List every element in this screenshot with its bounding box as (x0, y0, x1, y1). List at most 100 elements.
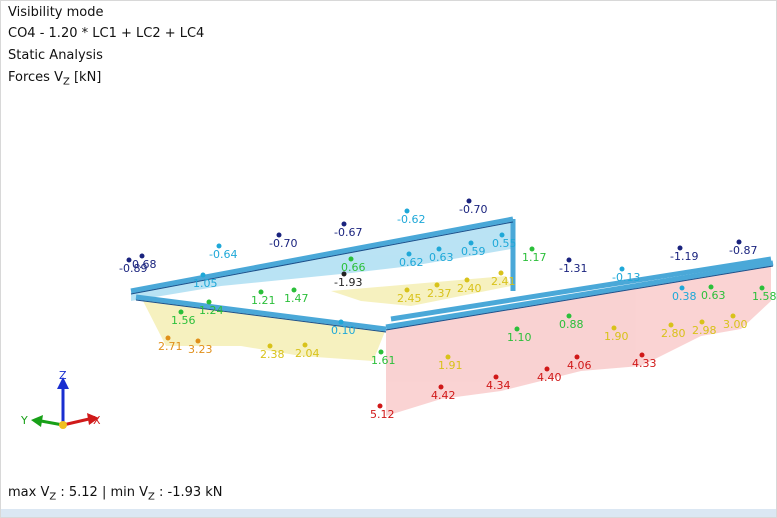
node-marker (566, 313, 572, 319)
node-marker (566, 257, 572, 263)
result-label: 4.40 (537, 371, 562, 384)
node-marker (611, 325, 617, 331)
result-label: 2.80 (661, 327, 686, 340)
result-label: 1.21 (251, 294, 276, 307)
result-label: -0.89 (119, 262, 147, 275)
result-label: -0.13 (612, 271, 640, 284)
node-marker (258, 289, 264, 295)
result-label: 2.98 (692, 324, 717, 337)
result-label: 1.05 (193, 277, 218, 290)
node-marker (434, 282, 440, 288)
unit: [kN] (69, 70, 102, 85)
result-label: 2.71 (158, 340, 183, 353)
subscript: Z (148, 491, 155, 503)
node-marker (679, 285, 685, 291)
result-label: 1.58 (752, 290, 777, 303)
result-label: -0.87 (729, 244, 757, 257)
result-label: -0.70 (269, 237, 297, 250)
node-marker (445, 354, 451, 360)
node-marker (514, 326, 520, 332)
node-marker (206, 299, 212, 305)
node-marker (499, 232, 505, 238)
node-marker (466, 198, 472, 204)
node-marker (291, 287, 297, 293)
quantity: Forces V (8, 70, 63, 85)
node-marker (498, 270, 504, 276)
node-marker (668, 322, 674, 328)
node-marker (378, 349, 384, 355)
node-marker (529, 246, 535, 252)
axis-triad (31, 377, 99, 429)
node-marker (619, 266, 625, 272)
result-label: 4.33 (632, 357, 657, 370)
result-label: -1.31 (559, 262, 587, 275)
result-label: 0.88 (559, 318, 584, 331)
result-label: 2.37 (427, 287, 452, 300)
result-label: 0.10 (331, 324, 356, 337)
result-label: 2.04 (295, 347, 320, 360)
node-marker (341, 271, 347, 277)
result-label: 2.38 (260, 348, 285, 361)
result-label: 2.41 (491, 275, 516, 288)
node-marker (195, 338, 201, 344)
result-label: 0.38 (672, 290, 697, 303)
axis-label: Z (59, 369, 67, 382)
result-label: 0.63 (701, 289, 726, 302)
node-marker (736, 239, 742, 245)
node-marker (544, 366, 550, 372)
node-marker (406, 251, 412, 257)
result-label: 0.55 (492, 237, 517, 250)
footer-text: : 5.12 | (56, 485, 111, 500)
result-label: 4.06 (567, 359, 592, 372)
node-marker (377, 403, 383, 409)
axis-label: Y (20, 414, 28, 427)
result-label: 1.10 (507, 331, 532, 344)
result-label: 1.24 (199, 304, 224, 317)
node-marker (574, 354, 580, 360)
node-marker (677, 245, 683, 251)
node-marker (200, 272, 206, 278)
node-marker (464, 277, 470, 283)
result-label: 1.61 (371, 354, 396, 367)
result-label: 0.62 (399, 256, 424, 269)
node-marker (267, 343, 273, 349)
result-label: -0.70 (459, 203, 487, 216)
result-label: 1.91 (438, 359, 463, 372)
subscript: Z (62, 76, 70, 88)
status-bar (1, 509, 776, 517)
result-label: 0.63 (429, 251, 454, 264)
result-label: 0.66 (341, 261, 366, 274)
header-line: Static Analysis (8, 48, 103, 63)
result-label: 1.90 (604, 330, 629, 343)
header-line: Visibility mode (8, 5, 104, 20)
axis-label: X (93, 414, 101, 427)
footer: max VZ : 5.12 | min VZ : -1.93 kN (8, 485, 223, 503)
footer-text: min V (110, 485, 148, 500)
result-label: 1.56 (171, 314, 196, 327)
header-line: CO4 - 1.20 * LC1 + LC2 + LC4 (8, 26, 205, 41)
node-marker (759, 285, 765, 291)
beams (130, 216, 774, 332)
result-label: -0.64 (209, 248, 237, 261)
node-marker (348, 256, 354, 262)
node-marker (493, 374, 499, 380)
result-label: 5.12 (370, 408, 395, 421)
node-marker (438, 384, 444, 390)
node-marker (436, 246, 442, 252)
node-marker (338, 319, 344, 325)
result-label: 1.47 (284, 292, 309, 305)
result-label: -1.93 (334, 276, 362, 289)
node-marker (165, 335, 171, 341)
footer-text: : -1.93 kN (154, 485, 223, 500)
node-marker (276, 232, 282, 238)
result-label: 4.42 (431, 389, 456, 402)
result-label: 2.40 (457, 282, 482, 295)
node-marker (708, 284, 714, 290)
result-label: 3.23 (188, 343, 213, 356)
result-label: 2.45 (397, 292, 422, 305)
node-marker (468, 240, 474, 246)
node-marker (216, 243, 222, 249)
beam-edges (130, 221, 774, 333)
